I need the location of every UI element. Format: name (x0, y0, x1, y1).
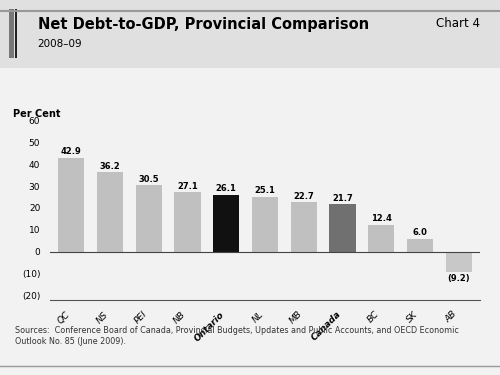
Bar (252, 197, 278, 252)
Text: Sources:  Conference Board of Canada, Provincial Budgets, Updates and Public Acc: Sources: Conference Board of Canada, Pro… (15, 326, 459, 346)
Bar (330, 204, 355, 252)
Text: 42.9: 42.9 (61, 147, 82, 156)
Text: 36.2: 36.2 (100, 162, 120, 171)
Text: 26.1: 26.1 (216, 184, 236, 193)
Text: Chart 4: Chart 4 (436, 17, 480, 30)
Text: 27.1: 27.1 (177, 182, 198, 191)
Text: 12.4: 12.4 (371, 214, 392, 223)
Text: Net Debt-to-GDP, Provincial Comparison: Net Debt-to-GDP, Provincial Comparison (38, 17, 368, 32)
Text: 6.0: 6.0 (412, 228, 428, 237)
Text: 22.7: 22.7 (294, 192, 314, 201)
Bar (290, 202, 317, 252)
Bar (368, 225, 394, 252)
Text: (9.2): (9.2) (448, 274, 470, 283)
Bar (446, 252, 472, 272)
Text: 2008–09: 2008–09 (38, 39, 82, 50)
Bar (136, 185, 162, 252)
Bar (174, 192, 201, 252)
Text: 25.1: 25.1 (254, 186, 276, 195)
Text: Per Cent: Per Cent (13, 110, 60, 119)
Bar (58, 158, 84, 252)
Bar (97, 172, 123, 252)
Bar (407, 238, 433, 252)
Text: 21.7: 21.7 (332, 194, 353, 203)
Bar (213, 195, 240, 252)
Text: 30.5: 30.5 (138, 175, 159, 184)
